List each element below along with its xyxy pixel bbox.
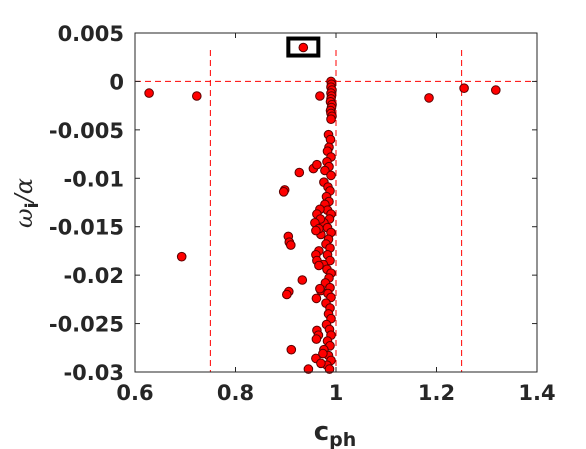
data-point xyxy=(298,42,309,53)
data-point xyxy=(286,240,296,250)
data-point xyxy=(316,358,326,369)
data-point xyxy=(315,283,325,294)
x-tick-label: 0.6 xyxy=(116,381,153,405)
data-point xyxy=(424,93,434,103)
y-tick-label: 0 xyxy=(109,70,124,94)
data-point xyxy=(311,293,322,304)
data-point xyxy=(144,88,154,98)
data-point xyxy=(326,114,336,124)
data-point xyxy=(320,165,330,176)
data-point xyxy=(324,364,335,374)
x-tick-label: 1.4 xyxy=(518,381,555,405)
x-tick-label: 0.8 xyxy=(217,381,254,405)
y-tick-label: -0.015 xyxy=(49,216,124,240)
y-tick-label: -0.01 xyxy=(63,167,124,191)
data-point xyxy=(278,187,289,197)
x-tick-labels: 0.6 0.8 1 1.2 1.4 xyxy=(116,381,555,405)
data-point xyxy=(318,348,328,359)
data-point xyxy=(294,167,305,178)
data-points xyxy=(144,42,501,374)
x-axis-label: cph xyxy=(314,417,357,449)
data-point xyxy=(326,170,336,181)
y-tick-label: -0.03 xyxy=(63,361,124,385)
plot-axes xyxy=(134,32,538,373)
data-point xyxy=(491,85,501,95)
data-point xyxy=(176,251,187,262)
data-point xyxy=(303,364,314,374)
highlight-box xyxy=(286,36,321,58)
y-tick-labels: 0.005 0 -0.005 -0.01 -0.015 -0.02 -0.025 -0.03 xyxy=(49,22,124,385)
y-tick-label: -0.005 xyxy=(49,119,124,143)
data-point xyxy=(459,83,469,93)
x-tick-label: 1.2 xyxy=(418,381,455,405)
data-point xyxy=(312,159,322,170)
y-tick-label: -0.025 xyxy=(49,313,124,337)
data-point xyxy=(325,134,336,145)
data-point xyxy=(315,91,325,101)
y-axis-label: ωi/α xyxy=(10,178,43,228)
data-point xyxy=(192,91,202,101)
data-point xyxy=(314,260,324,271)
data-point xyxy=(282,289,292,300)
y-tick-label: -0.02 xyxy=(63,264,124,288)
data-point xyxy=(286,344,297,355)
data-point xyxy=(311,225,321,236)
data-point xyxy=(311,334,322,344)
data-point xyxy=(297,275,308,285)
y-tick-label: 0.005 xyxy=(58,22,124,46)
x-tick-label: 1 xyxy=(329,381,344,405)
